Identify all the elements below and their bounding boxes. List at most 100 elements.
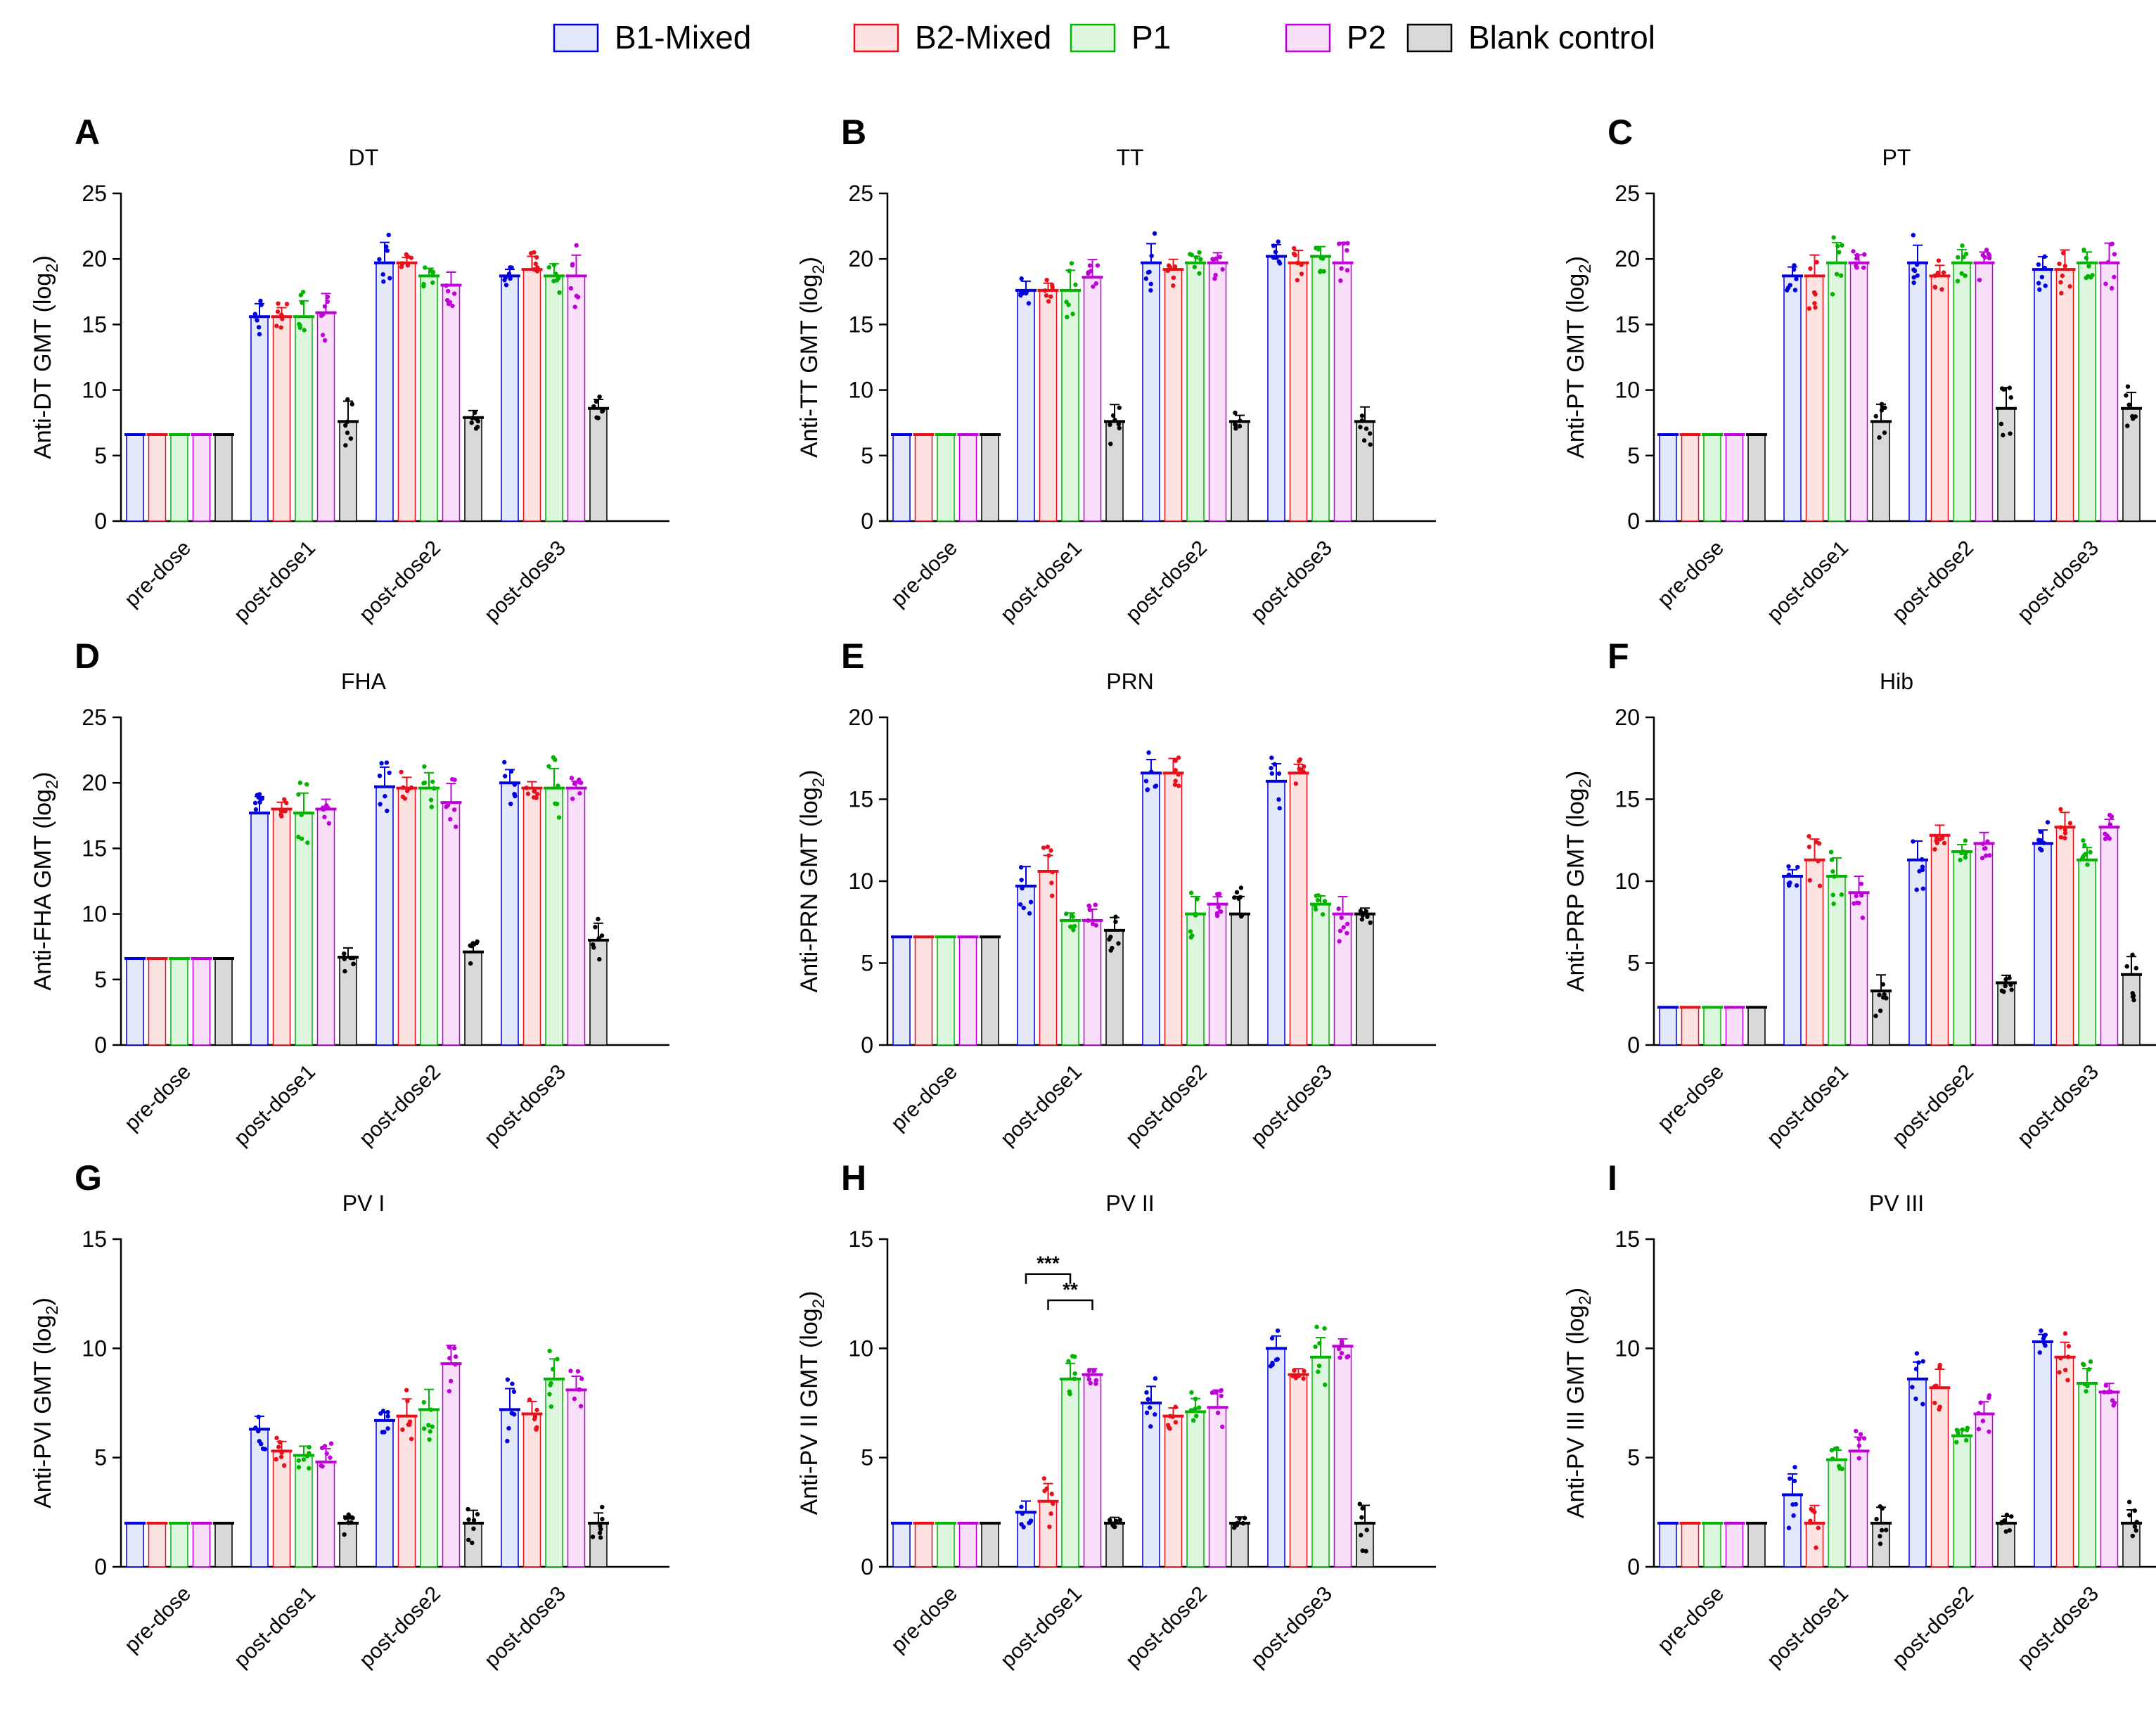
data-dot: [1339, 266, 1344, 271]
data-dot: [274, 1456, 278, 1462]
data-dot: [1807, 306, 1812, 311]
data-dot: [406, 786, 411, 791]
data-dot: [1067, 269, 1072, 274]
data-dot: [1859, 881, 1864, 886]
data-dot: [1792, 288, 1798, 293]
y-axis-label-text: Anti-DT GMT (log: [30, 273, 56, 459]
panel-letter: H: [841, 1158, 866, 1198]
bar: [1930, 1387, 1949, 1568]
data-dot: [1144, 1390, 1149, 1395]
data-dot: [1878, 1008, 1883, 1013]
data-dot: [1942, 840, 1947, 846]
data-dot: [1021, 905, 1026, 911]
data-dot: [2105, 1390, 2111, 1395]
data-dot: [1214, 911, 1220, 916]
data-dot: [451, 807, 457, 812]
data-dot: [1188, 890, 1194, 895]
data-dot: [2060, 250, 2066, 256]
data-dot: [533, 261, 538, 267]
data-dot: [276, 301, 281, 306]
bar: [2100, 1391, 2119, 1568]
data-dot: [1323, 1382, 1328, 1388]
bar: [1356, 421, 1374, 522]
data-dot: [1197, 250, 1202, 255]
data-dot: [1851, 249, 1856, 254]
data-dot: [322, 814, 327, 819]
data-dot: [1878, 1534, 1882, 1539]
bar: [126, 1523, 144, 1568]
bar: [1164, 269, 1183, 522]
data-dot: [1087, 904, 1092, 909]
data-dot: [429, 805, 434, 809]
x-tick-label: post-dose2: [1888, 537, 1978, 627]
data-dot: [1977, 277, 1982, 283]
data-dot: [1145, 787, 1150, 792]
data-dot: [2008, 982, 2013, 987]
data-dot: [1313, 904, 1318, 909]
data-dot: [1234, 1523, 1240, 1527]
data-dot: [1146, 1397, 1150, 1402]
data-dot: [444, 283, 449, 288]
data-dot: [1795, 864, 1800, 870]
data-dot: [2007, 975, 2012, 980]
data-dot: [534, 1407, 539, 1413]
data-dot: [427, 1437, 432, 1442]
data-dot: [2134, 1520, 2139, 1525]
data-dot: [1359, 1532, 1363, 1538]
data-dot: [351, 955, 356, 961]
data-dot: [1146, 750, 1151, 755]
data-dot: [1148, 1424, 1153, 1429]
data-dot: [1791, 267, 1797, 272]
data-dot: [575, 295, 581, 300]
data-dot: [1116, 421, 1122, 427]
data-dot: [596, 416, 601, 421]
data-dot: [423, 265, 428, 270]
data-dot: [1069, 261, 1074, 266]
y-axis-label: Anti-PT GMT (log2): [1563, 256, 1595, 459]
data-dot: [1856, 1456, 1861, 1461]
data-dot: [348, 436, 354, 441]
data-dot: [1018, 902, 1023, 907]
data-dot: [296, 792, 301, 797]
data-dot: [1817, 883, 1823, 888]
panel-i: I PV III 0 5 10 15 Anti-PV III GMT (log2) pre-d…: [1563, 1158, 2156, 1672]
data-dot: [2124, 393, 2129, 398]
bar: [1849, 892, 1868, 1046]
data-dot: [2111, 1403, 2116, 1408]
data-dot: [385, 1426, 390, 1431]
data-dot: [1932, 847, 1937, 852]
data-dot: [1149, 769, 1154, 774]
data-dot: [1316, 1369, 1321, 1374]
data-dot: [2130, 1533, 2136, 1539]
data-dot: [1071, 928, 1076, 933]
panel-title: DT: [349, 145, 379, 170]
data-dot: [1792, 263, 1797, 268]
data-dot: [1269, 1335, 1275, 1341]
data-dot: [278, 325, 283, 330]
data-dot: [1301, 1376, 1306, 1381]
data-dot: [1814, 259, 1819, 265]
significance-bracket: [1047, 1299, 1093, 1310]
data-dot: [557, 290, 562, 295]
data-dot: [1359, 418, 1365, 423]
panel-title: PRN: [1106, 669, 1154, 694]
data-dot: [279, 814, 284, 819]
data-dot: [1297, 1373, 1302, 1378]
data-dot: [428, 1407, 433, 1412]
bar: [1659, 1523, 1677, 1568]
bar: [2034, 269, 2052, 522]
data-dot: [1193, 255, 1199, 260]
data-dot: [342, 951, 347, 956]
data-dot: [381, 279, 386, 284]
y-tick-label: 0: [94, 1554, 107, 1579]
data-dot: [1238, 895, 1243, 900]
data-dot: [1961, 255, 1966, 259]
data-dot: [1144, 1410, 1150, 1416]
data-dot: [2045, 820, 2051, 825]
data-dot: [401, 785, 406, 790]
data-dot: [447, 1356, 452, 1361]
data-dot: [1987, 1395, 1991, 1400]
data-dot: [1338, 278, 1343, 283]
data-dot: [325, 299, 331, 305]
data-dot: [550, 1366, 556, 1372]
